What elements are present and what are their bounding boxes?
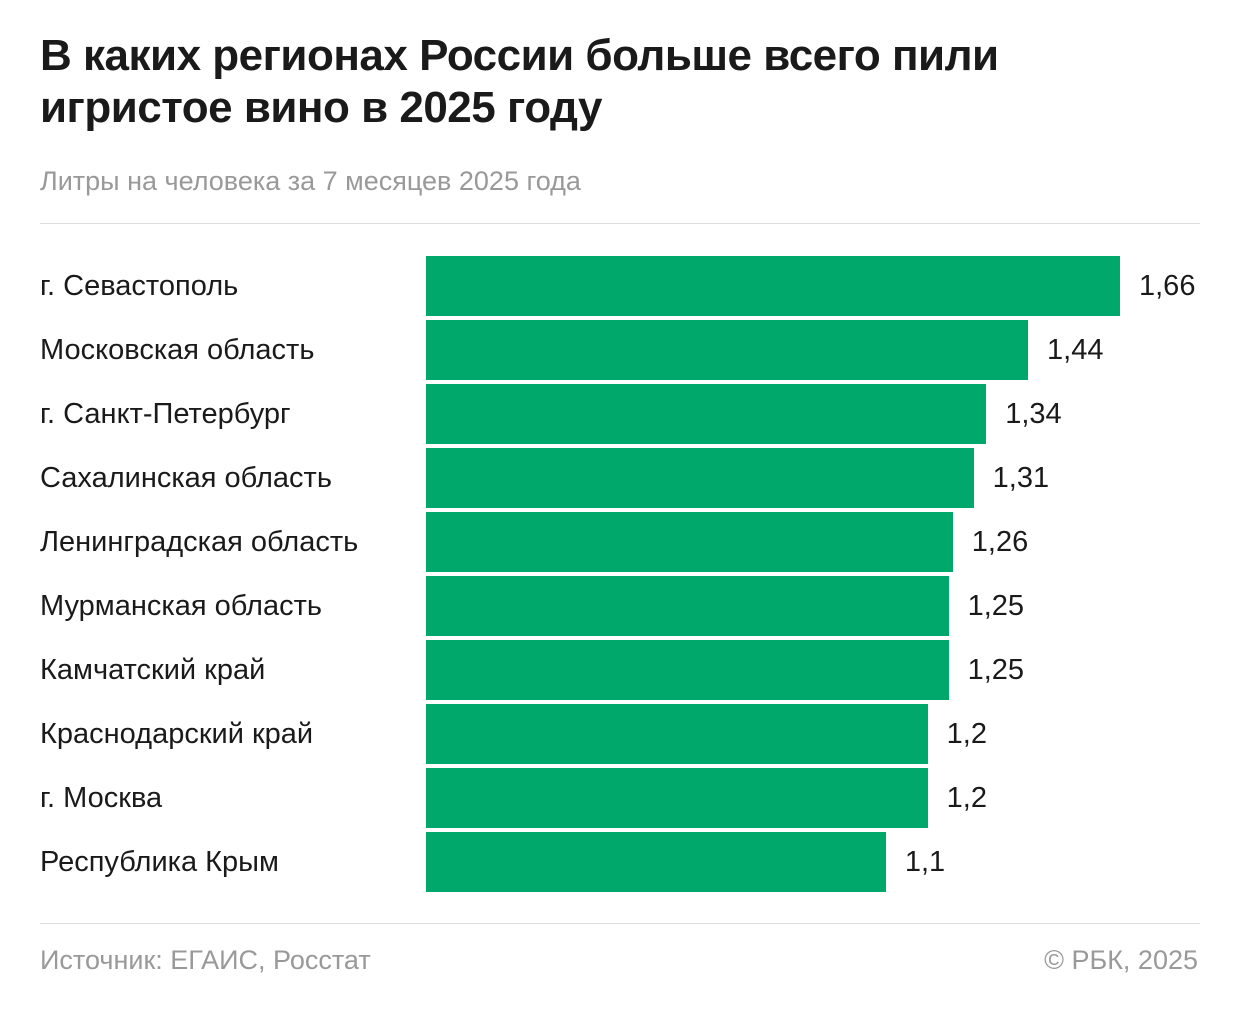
value-label: 1,2 <box>946 718 987 750</box>
bar <box>426 704 928 764</box>
category-label: Камчатский край <box>40 654 266 686</box>
category-label: г. Севастополь <box>40 270 239 302</box>
category-label: Мурманская область <box>40 590 322 622</box>
bottom-divider <box>40 923 1200 924</box>
value-label: 1,2 <box>946 782 987 814</box>
value-label: 1,25 <box>967 590 1025 622</box>
value-label: 1,44 <box>1047 334 1104 366</box>
chart-subtitle: Литры на человека за 7 месяцев 2025 года <box>40 166 581 196</box>
bar <box>426 448 974 508</box>
bar <box>426 832 886 892</box>
value-label: 1,26 <box>971 526 1029 558</box>
top-divider <box>40 223 1200 224</box>
source-note: Источник: ЕГАИС, Росстат <box>40 945 371 975</box>
category-label: г. Москва <box>40 782 163 814</box>
category-label: г. Санкт-Петербург <box>40 398 291 430</box>
category-label: Ленинградская область <box>40 526 359 558</box>
bar <box>426 576 949 636</box>
category-label: Республика Крым <box>40 846 279 878</box>
value-label: 1,1 <box>904 846 946 878</box>
bar <box>426 384 987 444</box>
bar <box>426 640 949 700</box>
value-label: 1,66 <box>1139 270 1196 302</box>
chart-title: В каких регионах России больше всего пил… <box>40 31 999 132</box>
bar <box>426 512 953 572</box>
value-label: 1,25 <box>967 654 1025 686</box>
category-label: Сахалинская область <box>40 462 332 494</box>
copyright: © РБК, 2025 <box>1044 945 1198 975</box>
value-label: 1,34 <box>1005 398 1062 430</box>
category-label: Краснодарский край <box>40 718 314 750</box>
bar <box>426 768 928 828</box>
value-label: 1,31 <box>992 462 1050 494</box>
bar <box>426 256 1120 316</box>
category-label: Московская область <box>40 334 315 366</box>
bar <box>426 320 1029 380</box>
